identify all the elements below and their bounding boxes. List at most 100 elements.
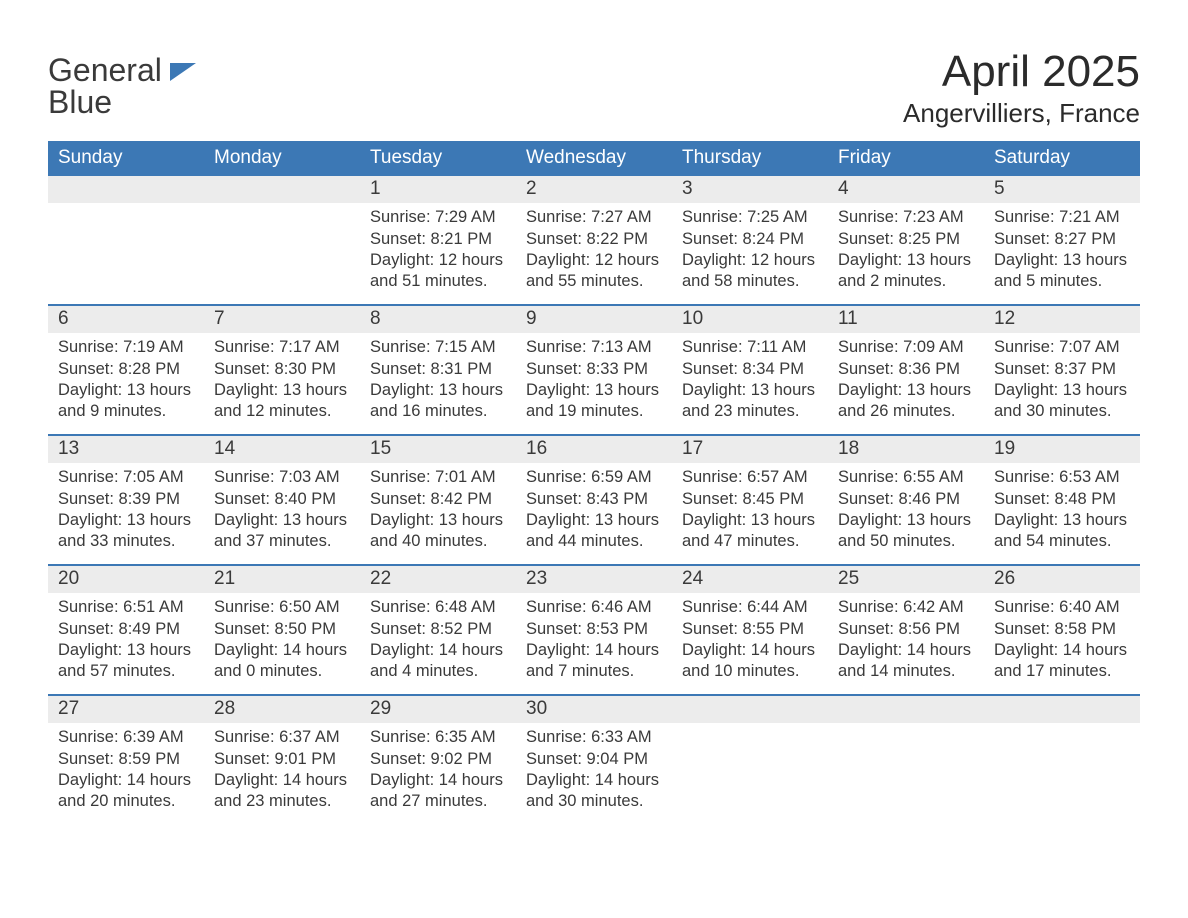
day-details: Sunrise: 6:48 AMSunset: 8:52 PMDaylight:… (370, 597, 506, 681)
daylight-line-2: and 23 minutes. (682, 401, 818, 422)
week-row: 1Sunrise: 7:29 AMSunset: 8:21 PMDaylight… (48, 176, 1140, 304)
day-details: Sunrise: 6:40 AMSunset: 8:58 PMDaylight:… (994, 597, 1130, 681)
daylight-line-1: Daylight: 13 hours (994, 510, 1130, 531)
day-number (984, 696, 1140, 723)
sunrise-line: Sunrise: 6:35 AM (370, 727, 506, 748)
week-row: 20Sunrise: 6:51 AMSunset: 8:49 PMDayligh… (48, 564, 1140, 694)
location: Angervilliers, France (903, 98, 1140, 129)
day-cell: 17Sunrise: 6:57 AMSunset: 8:45 PMDayligh… (672, 436, 828, 564)
daylight-line-1: Daylight: 13 hours (682, 380, 818, 401)
day-details: Sunrise: 7:23 AMSunset: 8:25 PMDaylight:… (838, 207, 974, 291)
day-cell: 23Sunrise: 6:46 AMSunset: 8:53 PMDayligh… (516, 566, 672, 694)
day-details: Sunrise: 7:07 AMSunset: 8:37 PMDaylight:… (994, 337, 1130, 421)
day-details: Sunrise: 6:37 AMSunset: 9:01 PMDaylight:… (214, 727, 350, 811)
day-number: 14 (204, 436, 360, 463)
daylight-line-1: Daylight: 13 hours (526, 510, 662, 531)
daylight-line-1: Daylight: 13 hours (214, 510, 350, 531)
logo-word1: General (48, 52, 162, 88)
day-details: Sunrise: 6:35 AMSunset: 9:02 PMDaylight:… (370, 727, 506, 811)
daylight-line-2: and 44 minutes. (526, 531, 662, 552)
day-details: Sunrise: 7:11 AMSunset: 8:34 PMDaylight:… (682, 337, 818, 421)
day-cell: 28Sunrise: 6:37 AMSunset: 9:01 PMDayligh… (204, 696, 360, 824)
day-number: 8 (360, 306, 516, 333)
sunset-line: Sunset: 8:48 PM (994, 489, 1130, 510)
day-cell: 30Sunrise: 6:33 AMSunset: 9:04 PMDayligh… (516, 696, 672, 824)
day-number: 20 (48, 566, 204, 593)
week-row: 6Sunrise: 7:19 AMSunset: 8:28 PMDaylight… (48, 304, 1140, 434)
sunset-line: Sunset: 9:02 PM (370, 749, 506, 770)
daylight-line-2: and 40 minutes. (370, 531, 506, 552)
daylight-line-1: Daylight: 13 hours (838, 250, 974, 271)
daylight-line-1: Daylight: 13 hours (58, 510, 194, 531)
day-number: 12 (984, 306, 1140, 333)
daylight-line-1: Daylight: 13 hours (838, 510, 974, 531)
sunrise-line: Sunrise: 7:19 AM (58, 337, 194, 358)
day-number: 17 (672, 436, 828, 463)
daylight-line-2: and 30 minutes. (526, 791, 662, 812)
week-row: 13Sunrise: 7:05 AMSunset: 8:39 PMDayligh… (48, 434, 1140, 564)
sunset-line: Sunset: 8:40 PM (214, 489, 350, 510)
day-details: Sunrise: 7:29 AMSunset: 8:21 PMDaylight:… (370, 207, 506, 291)
day-cell: 14Sunrise: 7:03 AMSunset: 8:40 PMDayligh… (204, 436, 360, 564)
sunrise-line: Sunrise: 7:05 AM (58, 467, 194, 488)
sunset-line: Sunset: 8:43 PM (526, 489, 662, 510)
day-cell: 4 Sunrise: 7:23 AMSunset: 8:25 PMDaylight… (828, 176, 984, 304)
sunrise-line: Sunrise: 6:40 AM (994, 597, 1130, 618)
sunset-line: Sunset: 8:25 PM (838, 229, 974, 250)
sunrise-line: Sunrise: 6:55 AM (838, 467, 974, 488)
sunrise-line: Sunrise: 7:25 AM (682, 207, 818, 228)
daylight-line-2: and 51 minutes. (370, 271, 506, 292)
sunrise-line: Sunrise: 7:09 AM (838, 337, 974, 358)
sunrise-line: Sunrise: 6:42 AM (838, 597, 974, 618)
sunset-line: Sunset: 8:42 PM (370, 489, 506, 510)
day-number: 13 (48, 436, 204, 463)
daylight-line-2: and 33 minutes. (58, 531, 194, 552)
sunrise-line: Sunrise: 6:57 AM (682, 467, 818, 488)
daylight-line-2: and 58 minutes. (682, 271, 818, 292)
day-details: Sunrise: 6:53 AMSunset: 8:48 PMDaylight:… (994, 467, 1130, 551)
sunset-line: Sunset: 8:53 PM (526, 619, 662, 640)
sunset-line: Sunset: 8:39 PM (58, 489, 194, 510)
day-details: Sunrise: 7:27 AMSunset: 8:22 PMDaylight:… (526, 207, 662, 291)
day-number: 9 (516, 306, 672, 333)
daylight-line-2: and 37 minutes. (214, 531, 350, 552)
day-details: Sunrise: 7:19 AMSunset: 8:28 PMDaylight:… (58, 337, 194, 421)
day-number: 27 (48, 696, 204, 723)
daylight-line-1: Daylight: 12 hours (370, 250, 506, 271)
weekday-tuesday: Tuesday (360, 141, 516, 176)
day-details: Sunrise: 7:15 AMSunset: 8:31 PMDaylight:… (370, 337, 506, 421)
day-cell: 22Sunrise: 6:48 AMSunset: 8:52 PMDayligh… (360, 566, 516, 694)
day-number (204, 176, 360, 203)
daylight-line-2: and 7 minutes. (526, 661, 662, 682)
daylight-line-1: Daylight: 14 hours (214, 770, 350, 791)
day-cell: 26Sunrise: 6:40 AMSunset: 8:58 PMDayligh… (984, 566, 1140, 694)
daylight-line-2: and 16 minutes. (370, 401, 506, 422)
day-number: 4 (828, 176, 984, 203)
daylight-line-1: Daylight: 14 hours (58, 770, 194, 791)
sunrise-line: Sunrise: 6:33 AM (526, 727, 662, 748)
day-cell: 1Sunrise: 7:29 AMSunset: 8:21 PMDaylight… (360, 176, 516, 304)
day-details: Sunrise: 7:21 AMSunset: 8:27 PMDaylight:… (994, 207, 1130, 291)
daylight-line-2: and 55 minutes. (526, 271, 662, 292)
day-cell: 2Sunrise: 7:27 AMSunset: 8:22 PMDaylight… (516, 176, 672, 304)
daylight-line-2: and 5 minutes. (994, 271, 1130, 292)
day-cell: 15Sunrise: 7:01 AMSunset: 8:42 PMDayligh… (360, 436, 516, 564)
sunset-line: Sunset: 8:45 PM (682, 489, 818, 510)
header: General Blue April 2025 Angervilliers, F… (48, 48, 1140, 129)
day-details: Sunrise: 6:42 AMSunset: 8:56 PMDaylight:… (838, 597, 974, 681)
sunset-line: Sunset: 8:31 PM (370, 359, 506, 380)
day-cell: 18Sunrise: 6:55 AMSunset: 8:46 PMDayligh… (828, 436, 984, 564)
day-cell-empty (984, 696, 1140, 824)
daylight-line-1: Daylight: 13 hours (370, 380, 506, 401)
sunset-line: Sunset: 8:49 PM (58, 619, 194, 640)
weeks-container: 1Sunrise: 7:29 AMSunset: 8:21 PMDaylight… (48, 176, 1140, 824)
daylight-line-2: and 9 minutes. (58, 401, 194, 422)
daylight-line-2: and 20 minutes. (58, 791, 194, 812)
sunrise-line: Sunrise: 7:15 AM (370, 337, 506, 358)
day-details: Sunrise: 6:59 AMSunset: 8:43 PMDaylight:… (526, 467, 662, 551)
day-number: 25 (828, 566, 984, 593)
daylight-line-2: and 23 minutes. (214, 791, 350, 812)
week-row: 27Sunrise: 6:39 AMSunset: 8:59 PMDayligh… (48, 694, 1140, 824)
daylight-line-1: Daylight: 13 hours (526, 380, 662, 401)
day-details: Sunrise: 6:46 AMSunset: 8:53 PMDaylight:… (526, 597, 662, 681)
